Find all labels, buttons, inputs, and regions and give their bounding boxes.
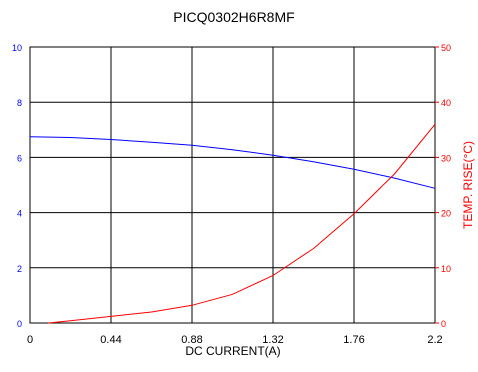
x-tick-label: 1.32: [262, 334, 283, 346]
right-tick-label: 50: [441, 43, 451, 53]
chart-title: PICQ0302H6R8MF: [173, 9, 294, 25]
left-tick-label: 0: [17, 319, 22, 329]
x-tick-label: 1.76: [343, 334, 364, 346]
x-tick-label: 0.44: [100, 334, 121, 346]
series-group: [29, 123, 436, 324]
right-tick-label: 0: [441, 319, 446, 329]
x-tick-label: 2.2: [427, 334, 442, 346]
inductance-line: [29, 136, 436, 189]
right-axis-label: TEMP. RISE(°C): [461, 141, 475, 229]
left-tick-label: 10: [12, 43, 22, 53]
temp-rise-line: [48, 123, 436, 324]
left-tick-label: 6: [17, 153, 22, 163]
x-axis-label: DC CURRENT(A): [185, 344, 280, 358]
grid: [30, 47, 435, 323]
x-tick-label: 0: [27, 334, 33, 346]
right-tick-label: 30: [441, 153, 451, 163]
right-tick-label: 20: [441, 209, 451, 219]
left-axis-ticks: 0 2 4 6 8 10: [12, 43, 22, 329]
left-tick-label: 8: [17, 98, 22, 108]
plot-area: [29, 46, 436, 324]
right-axis-ticks: 0 10 20 30 40 50: [435, 43, 451, 329]
x-axis-ticks: 0 0.44 0.88 1.32 1.76 2.2: [27, 334, 443, 346]
x-tick-label: 0.88: [181, 334, 202, 346]
right-tick-label: 10: [441, 264, 451, 274]
right-tick-label: 40: [441, 98, 451, 108]
left-tick-label: 4: [17, 209, 22, 219]
left-tick-label: 2: [17, 264, 22, 274]
